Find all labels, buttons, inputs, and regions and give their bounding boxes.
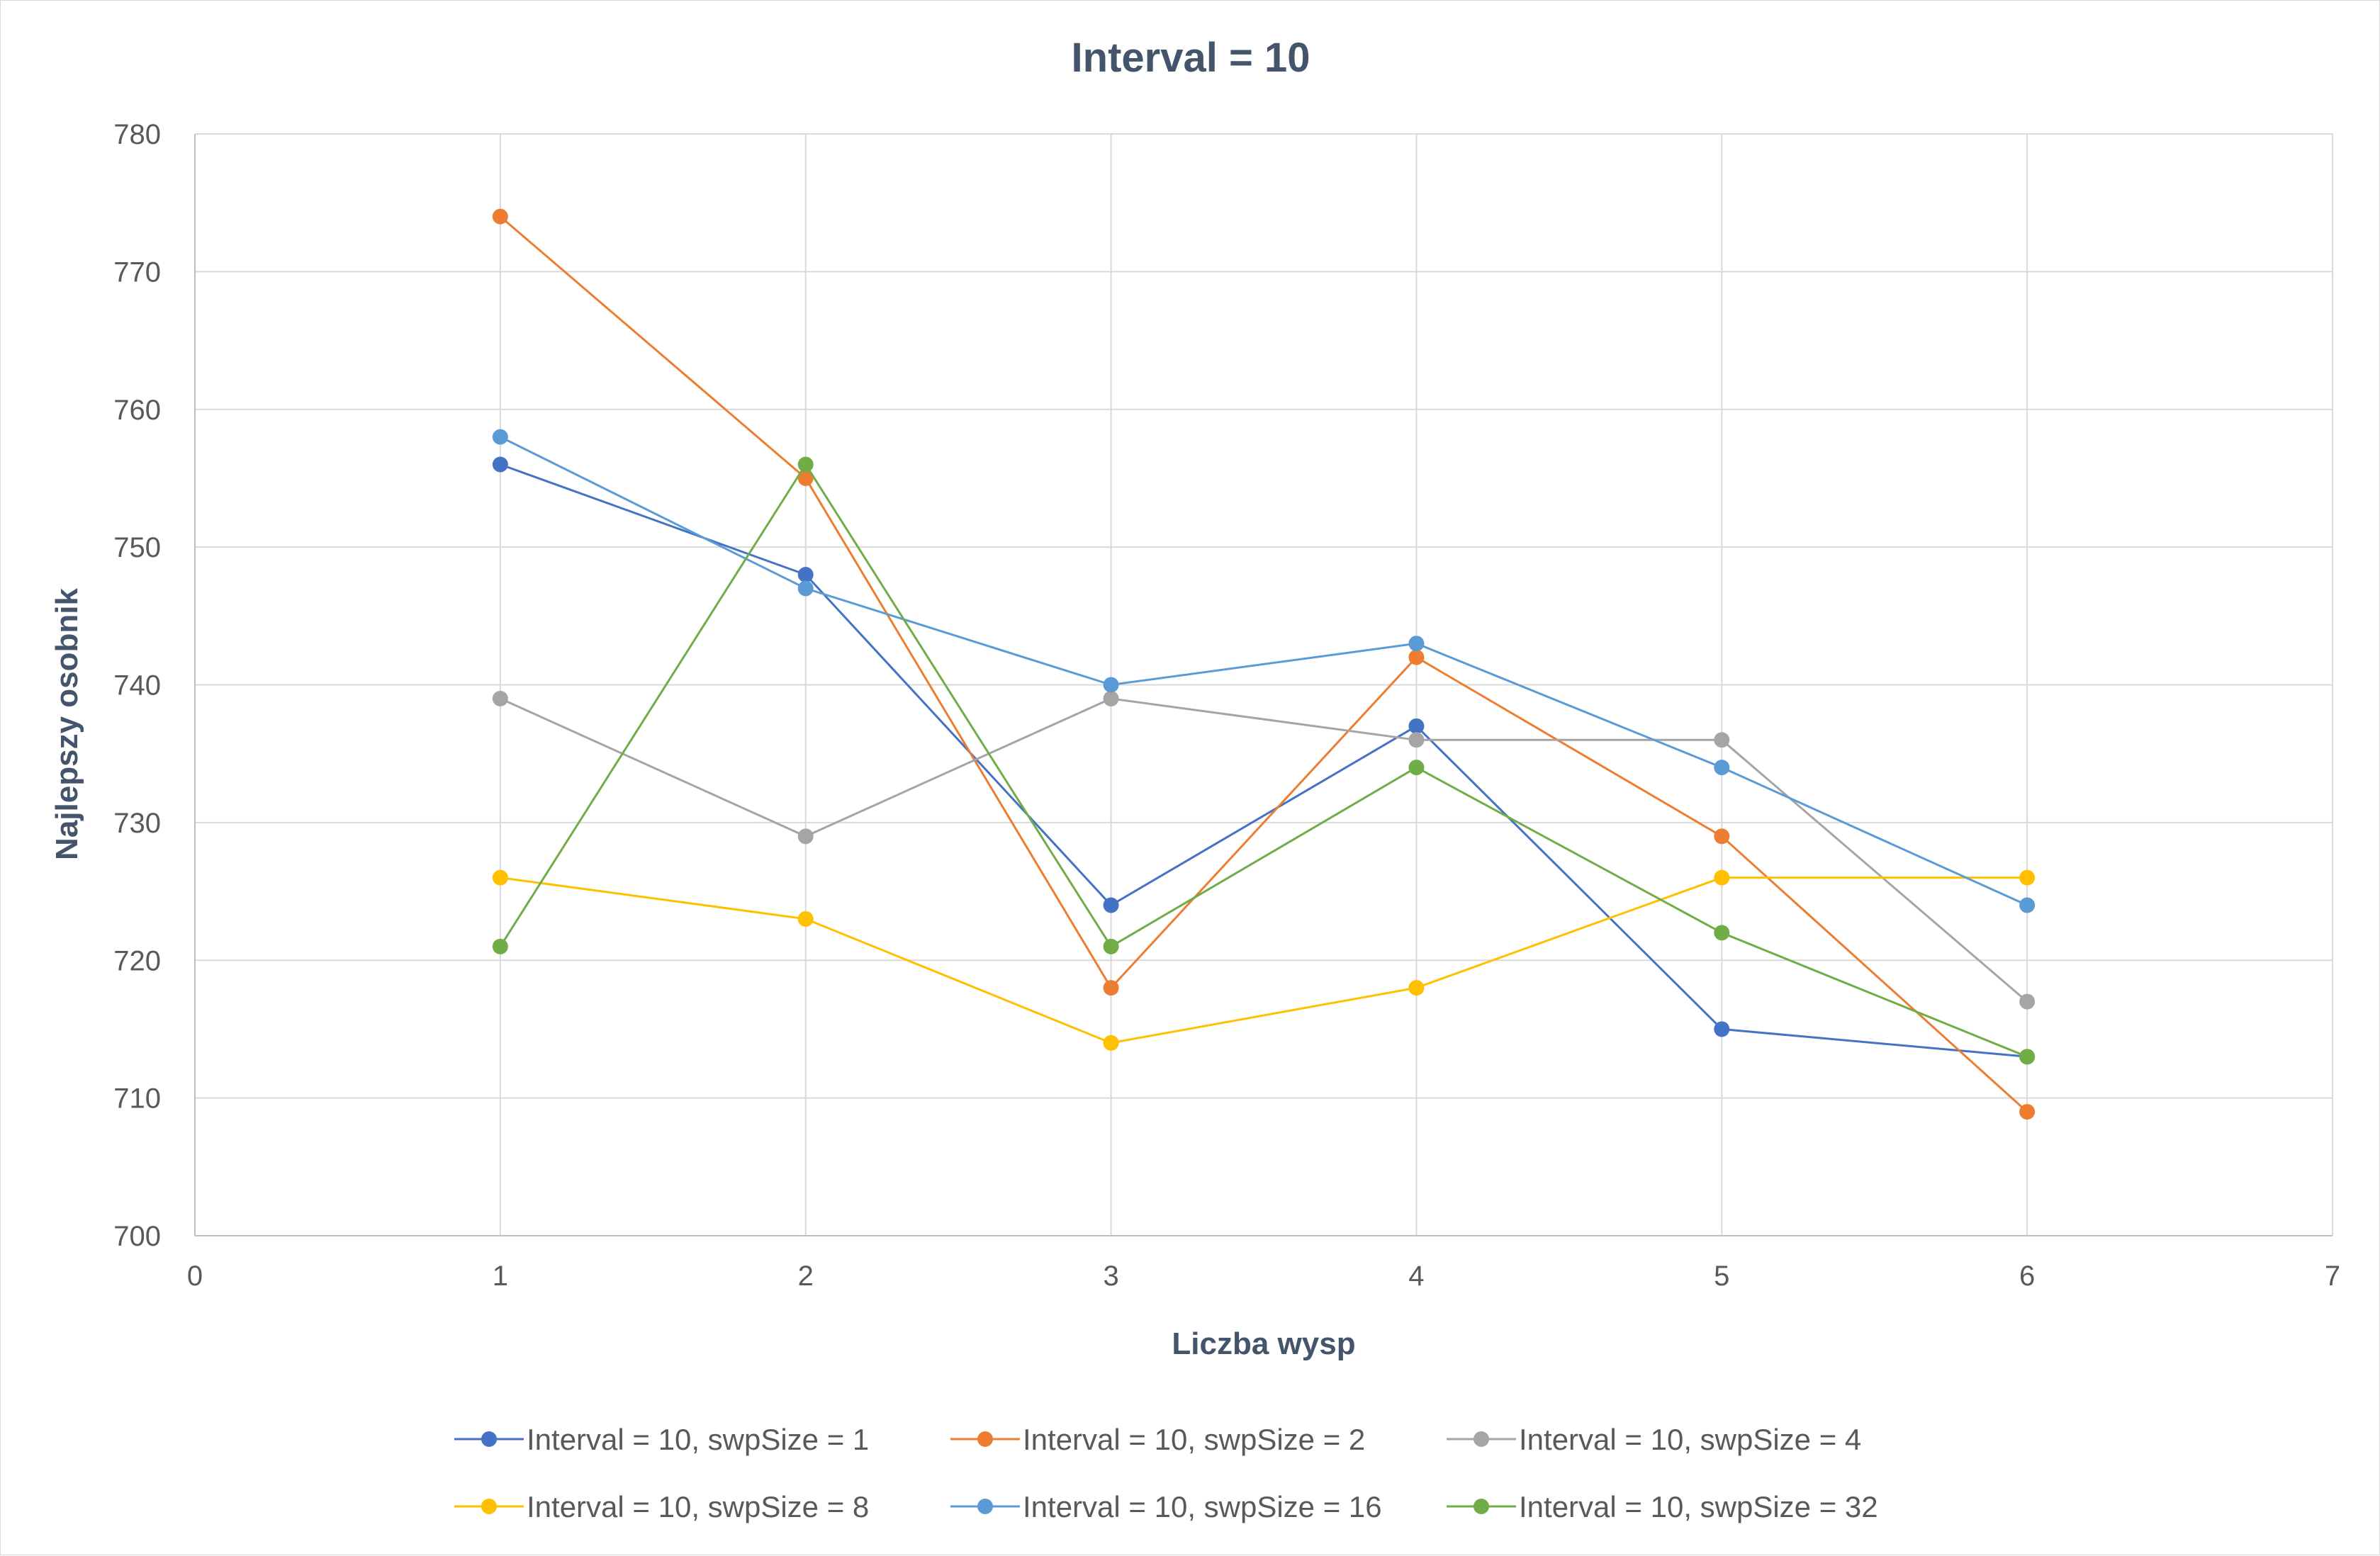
data-point	[1408, 732, 1425, 748]
series-line	[499, 215, 2028, 1113]
data-point	[2019, 1049, 2036, 1065]
x-tick-label: 0	[187, 1261, 203, 1292]
legend: Interval = 10, swpSize = 1 Interval = 10,…	[454, 1423, 1878, 1523]
y-axis-title: Najlepszy osobnik	[50, 588, 84, 860]
data-point	[797, 828, 814, 845]
data-point	[2019, 1104, 2036, 1120]
plot-series	[492, 208, 2036, 1120]
x-axis-title: Liczba wysp	[1172, 1326, 1355, 1361]
data-point	[492, 869, 508, 886]
data-point	[1103, 1034, 1119, 1051]
x-tick-label: 3	[1103, 1261, 1118, 1292]
chart-title: Interval = 10	[1072, 35, 1310, 81]
data-point	[1714, 869, 1730, 886]
data-point	[492, 938, 508, 954]
data-point	[1714, 1021, 1730, 1037]
legend-item: Interval = 10, swpSize = 4	[1447, 1423, 1861, 1456]
x-tick-label: 4	[1408, 1261, 1424, 1292]
legend-label: Interval = 10, swpSize = 16	[1023, 1490, 1382, 1523]
data-point	[797, 911, 814, 927]
x-axis-tick-labels: 0 1 2 3 4 5 6 7	[187, 1261, 2340, 1292]
data-point	[1714, 732, 1730, 748]
data-point	[797, 580, 814, 597]
legend-marker	[977, 1499, 993, 1514]
legend-item: Interval = 10, swpSize = 16	[950, 1490, 1382, 1523]
y-tick-label: 780	[113, 119, 161, 150]
series-6	[492, 456, 2036, 1065]
data-point	[2019, 897, 2036, 913]
data-point	[1103, 690, 1119, 706]
x-tick-label: 2	[798, 1261, 814, 1292]
legend-item: Interval = 10, swpSize = 1	[454, 1423, 869, 1456]
gridlines	[195, 133, 2333, 1236]
legend-item: Interval = 10, swpSize = 32	[1447, 1490, 1878, 1523]
data-point	[2019, 869, 2036, 886]
series-line	[500, 876, 2028, 1044]
legend-label: Interval = 10, swpSize = 8	[527, 1490, 869, 1523]
series-2	[492, 208, 2036, 1120]
data-point	[1714, 925, 1730, 941]
x-tick-label: 7	[2325, 1261, 2340, 1292]
series-1	[492, 456, 2036, 1065]
data-point	[1714, 760, 1730, 776]
legend-marker	[481, 1499, 497, 1514]
y-tick-label: 700	[113, 1221, 161, 1252]
data-point	[1714, 828, 1730, 845]
data-point	[797, 456, 814, 473]
data-point	[1103, 938, 1119, 954]
data-point	[492, 456, 508, 473]
y-tick-label: 760	[113, 395, 161, 426]
x-tick-label: 6	[2019, 1261, 2035, 1292]
y-tick-label: 730	[113, 808, 161, 839]
legend-marker	[1474, 1499, 1489, 1514]
data-point	[2019, 993, 2036, 1010]
legend-item: Interval = 10, swpSize = 2	[950, 1423, 1365, 1456]
series-line	[500, 697, 2028, 1003]
data-point	[492, 429, 508, 445]
series-4	[492, 869, 2036, 1051]
series-3	[492, 690, 2036, 1010]
x-tick-label: 5	[1714, 1261, 1729, 1292]
data-point	[1103, 677, 1119, 693]
legend-marker	[1474, 1431, 1489, 1447]
data-point	[492, 208, 508, 225]
legend-label: Interval = 10, swpSize = 4	[1519, 1423, 1861, 1456]
y-tick-label: 740	[113, 670, 161, 701]
legend-label: Interval = 10, swpSize = 2	[1023, 1423, 1365, 1456]
legend-marker	[481, 1431, 497, 1447]
series-5	[492, 429, 2036, 913]
data-point	[492, 690, 508, 706]
legend-label: Interval = 10, swpSize = 32	[1519, 1490, 1878, 1523]
data-point	[1408, 649, 1425, 665]
data-point	[797, 567, 814, 582]
legend-marker	[977, 1431, 993, 1447]
data-point	[1408, 718, 1425, 734]
data-point	[1408, 636, 1425, 652]
data-point	[1103, 897, 1119, 913]
legend-item: Interval = 10, swpSize = 8	[454, 1490, 869, 1523]
y-tick-label: 750	[113, 532, 161, 563]
data-point	[797, 470, 814, 486]
y-tick-label: 770	[113, 256, 161, 288]
data-point	[1408, 980, 1425, 996]
data-point	[1408, 760, 1425, 776]
series-line	[499, 462, 2028, 1058]
legend-label: Interval = 10, swpSize = 1	[527, 1423, 869, 1456]
data-point	[1103, 980, 1119, 996]
axes	[194, 134, 2333, 1236]
series-line	[500, 436, 2028, 906]
x-tick-label: 1	[493, 1261, 508, 1292]
series-line	[500, 463, 2028, 1058]
y-axis-tick-labels: 700 710 720 730 740 750 760 770 780	[113, 119, 161, 1252]
y-tick-label: 710	[113, 1083, 161, 1115]
y-tick-label: 720	[113, 945, 161, 976]
